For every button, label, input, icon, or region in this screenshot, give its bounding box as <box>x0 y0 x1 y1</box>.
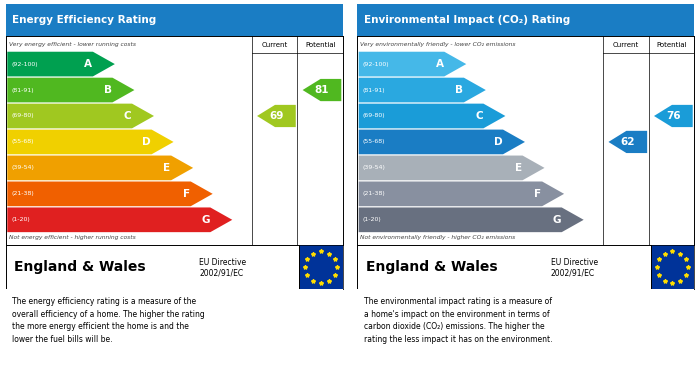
Text: (21-38): (21-38) <box>363 191 386 196</box>
Text: Current: Current <box>262 42 288 48</box>
Text: (39-54): (39-54) <box>11 165 34 170</box>
Polygon shape <box>302 79 342 101</box>
Polygon shape <box>7 78 134 102</box>
Text: Not environmentally friendly - higher CO₂ emissions: Not environmentally friendly - higher CO… <box>360 235 516 240</box>
Text: (81-91): (81-91) <box>11 88 34 93</box>
Text: England & Wales: England & Wales <box>15 260 146 274</box>
Text: F: F <box>183 189 190 199</box>
Polygon shape <box>358 208 584 232</box>
Text: EU Directive
2002/91/EC: EU Directive 2002/91/EC <box>199 258 246 277</box>
Text: B: B <box>455 85 463 95</box>
Text: A: A <box>84 59 92 69</box>
Text: A: A <box>435 59 444 69</box>
Text: Very environmentally friendly - lower CO₂ emissions: Very environmentally friendly - lower CO… <box>360 42 516 47</box>
Text: D: D <box>142 137 151 147</box>
Text: (21-38): (21-38) <box>11 191 34 196</box>
Text: 81: 81 <box>315 85 329 95</box>
Text: (1-20): (1-20) <box>11 217 30 222</box>
Text: (81-91): (81-91) <box>363 88 386 93</box>
Polygon shape <box>358 156 545 180</box>
Text: England & Wales: England & Wales <box>366 260 498 274</box>
Text: B: B <box>104 85 112 95</box>
Polygon shape <box>358 129 525 154</box>
Text: Environmental Impact (CO₂) Rating: Environmental Impact (CO₂) Rating <box>364 15 570 25</box>
Text: E: E <box>514 163 522 173</box>
Text: EU Directive
2002/91/EC: EU Directive 2002/91/EC <box>551 258 598 277</box>
Text: (55-68): (55-68) <box>363 140 385 144</box>
Polygon shape <box>654 105 693 127</box>
Text: (1-20): (1-20) <box>363 217 382 222</box>
Text: Potential: Potential <box>305 42 335 48</box>
Polygon shape <box>7 129 174 154</box>
Text: 62: 62 <box>621 137 635 147</box>
Text: (69-80): (69-80) <box>11 113 34 118</box>
Text: G: G <box>201 215 209 225</box>
Text: (55-68): (55-68) <box>11 140 34 144</box>
Polygon shape <box>7 52 115 76</box>
Text: The environmental impact rating is a measure of
a home's impact on the environme: The environmental impact rating is a mea… <box>364 297 552 344</box>
Polygon shape <box>358 78 486 102</box>
Text: The energy efficiency rating is a measure of the
overall efficiency of a home. T: The energy efficiency rating is a measur… <box>13 297 205 344</box>
Text: Not energy efficient - higher running costs: Not energy efficient - higher running co… <box>9 235 136 240</box>
Text: Energy Efficiency Rating: Energy Efficiency Rating <box>13 15 157 25</box>
Text: F: F <box>534 189 542 199</box>
Text: 76: 76 <box>666 111 680 121</box>
Polygon shape <box>358 52 466 76</box>
Text: G: G <box>552 215 561 225</box>
Polygon shape <box>7 156 193 180</box>
Polygon shape <box>7 208 232 232</box>
Polygon shape <box>7 181 213 206</box>
Polygon shape <box>358 104 505 128</box>
Text: (39-54): (39-54) <box>363 165 386 170</box>
Text: D: D <box>494 137 503 147</box>
Text: (92-100): (92-100) <box>11 61 38 66</box>
Text: (92-100): (92-100) <box>363 61 389 66</box>
Text: C: C <box>124 111 132 121</box>
Polygon shape <box>608 131 648 153</box>
Text: (69-80): (69-80) <box>363 113 386 118</box>
Polygon shape <box>257 105 296 127</box>
Text: C: C <box>475 111 483 121</box>
Text: Current: Current <box>613 42 639 48</box>
Text: E: E <box>163 163 171 173</box>
Text: Very energy efficient - lower running costs: Very energy efficient - lower running co… <box>9 42 136 47</box>
Text: 69: 69 <box>270 111 284 121</box>
Text: Potential: Potential <box>657 42 687 48</box>
Polygon shape <box>7 104 154 128</box>
Polygon shape <box>358 181 564 206</box>
